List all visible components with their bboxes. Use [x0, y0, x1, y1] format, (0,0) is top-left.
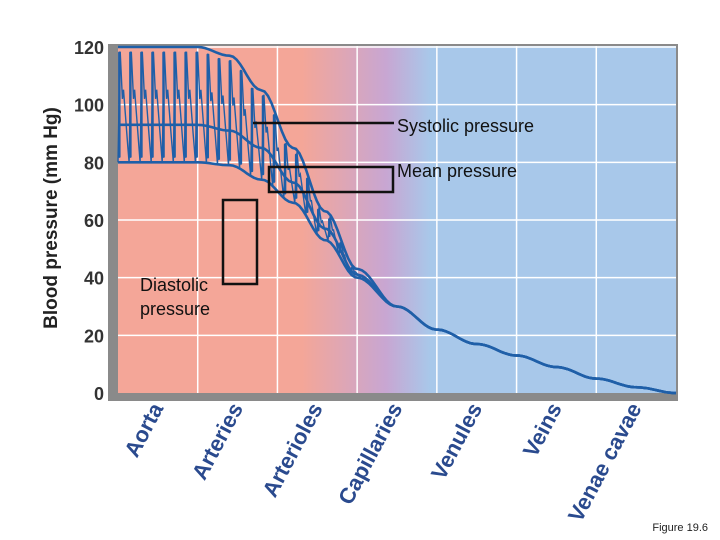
annotation-mean: Mean pressure	[267, 161, 517, 194]
svg-text:Systolic pressure: Systolic pressure	[397, 116, 534, 136]
y-tick-label: 100	[74, 96, 104, 116]
y-tick-labels: 0 20 40 60 80 100 120	[74, 38, 104, 404]
pulse-waves	[117, 51, 362, 279]
y-tick-label: 80	[84, 153, 104, 173]
y-tick-label: 40	[84, 269, 104, 289]
annotation-diastolic: Diastolic pressure	[140, 198, 259, 319]
figure-caption: Figure 19.6	[652, 522, 708, 534]
x-category-label: Veins	[518, 399, 567, 461]
x-category-label: Capillaries	[333, 399, 407, 509]
x-category-labels: Aorta Arteries Arterioles Capillaries Venule…	[119, 398, 646, 526]
annotation-systolic: Systolic pressure	[253, 116, 534, 136]
x-category-label: Arterioles	[257, 399, 327, 501]
x-category-label: Venae cavae	[563, 399, 647, 526]
y-tick-label: 0	[94, 384, 104, 404]
svg-text:pressure: pressure	[140, 299, 210, 319]
y-tick-label: 120	[74, 38, 104, 58]
series-lines	[118, 45, 677, 395]
y-tick-label: 60	[84, 211, 104, 231]
x-category-label: Aorta	[119, 398, 168, 461]
x-category-label: Arteries	[187, 399, 248, 484]
y-tick-label: 20	[84, 326, 104, 346]
x-category-label: Venules	[426, 399, 487, 484]
y-axis-label: Blood pressure (mm Hg)	[41, 107, 62, 329]
grid-lines	[118, 46, 676, 393]
series-line-diastolic	[118, 161, 677, 395]
svg-text:Mean pressure: Mean pressure	[397, 161, 517, 181]
svg-text:Diastolic: Diastolic	[140, 275, 208, 295]
